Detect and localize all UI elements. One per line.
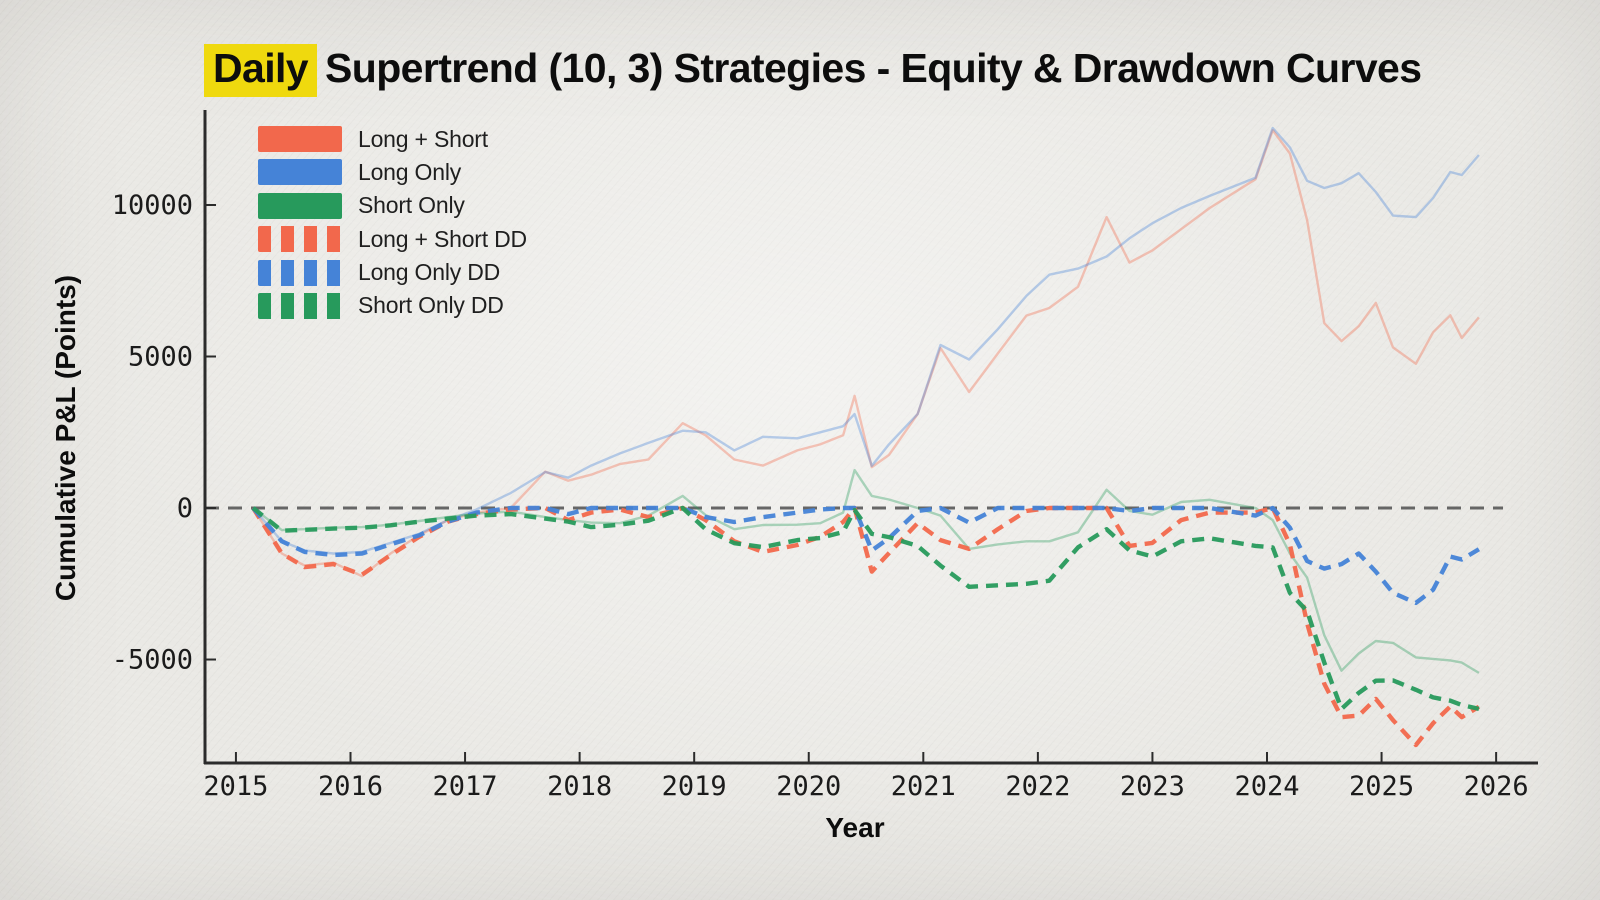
- y-tick-label: -5000: [112, 645, 193, 676]
- legend: Long + Short Long Only Short Only Long + Sh…: [258, 126, 527, 326]
- legend-label: Long + Short: [358, 125, 488, 152]
- legend-solid-swatch: [258, 159, 342, 186]
- series-line-long-only-dd: [251, 505, 1481, 606]
- x-tick-label: 2016: [318, 771, 383, 802]
- title-rest: Supertrend (10, 3) Strategies - Equity &…: [325, 45, 1422, 91]
- legend-item: Short Only DD: [258, 292, 527, 319]
- legend-label: Long Only DD: [358, 259, 501, 286]
- legend-solid-swatch: [258, 192, 342, 219]
- x-tick-label: 2024: [1234, 771, 1299, 802]
- x-tick-label: 2015: [203, 771, 268, 802]
- legend-label: Short Only: [358, 192, 465, 219]
- title-highlight: Daily: [204, 44, 317, 97]
- series-line-short-only-dd: [251, 505, 1480, 712]
- legend-item: Long + Short DD: [258, 225, 527, 253]
- legend-item: Short Only: [258, 192, 527, 219]
- legend-dashed-swatch: [258, 259, 342, 286]
- x-tick-label: 2017: [433, 771, 498, 802]
- x-tick-label: 2022: [1005, 771, 1070, 802]
- legend-label: Long Only: [358, 158, 462, 185]
- x-axis-label: Year: [825, 812, 885, 843]
- legend-item: Long + Short: [258, 126, 527, 152]
- y-tick-label: 5000: [128, 342, 193, 373]
- y-tick-label: 10000: [112, 190, 193, 221]
- x-tick-label: 2023: [1120, 771, 1185, 802]
- x-tick-label: 2018: [547, 771, 612, 802]
- legend-item: Long Only DD: [258, 259, 527, 286]
- legend-dashed-swatch: [258, 292, 342, 319]
- x-tick-label: 2021: [891, 771, 956, 802]
- series-line-long-only: [252, 126, 1480, 555]
- x-tick-label: 2019: [662, 771, 727, 802]
- legend-dashed-swatch: [258, 226, 342, 253]
- series-line-long-short-dd: [251, 505, 1481, 748]
- page-title: Daily Supertrend (10, 3) Strategies - Equ…: [204, 44, 1422, 97]
- legend-solid-swatch: [258, 126, 342, 152]
- legend-item: Long Only: [258, 158, 527, 186]
- y-tick-label: 0: [177, 493, 193, 524]
- legend-label: Long + Short DD: [358, 225, 527, 252]
- legend-label: Short Only DD: [358, 292, 504, 319]
- x-tick-label: 2025: [1349, 771, 1414, 802]
- x-tick-label: 2020: [776, 771, 841, 802]
- x-tick-label: 2026: [1464, 771, 1529, 802]
